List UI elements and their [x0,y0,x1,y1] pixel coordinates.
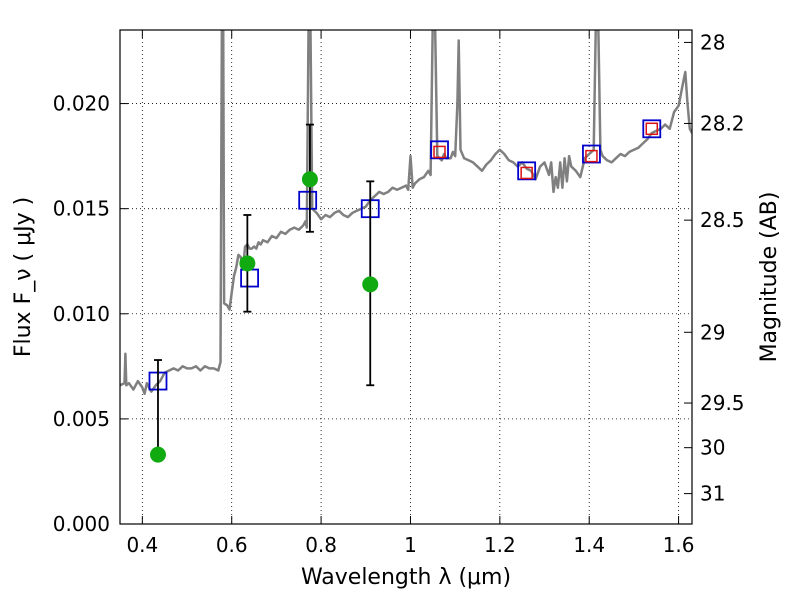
model-photometry-inner-box [520,166,533,180]
right-tick-label: 28.2 [700,111,745,135]
x-tick-label: 0.4 [126,533,158,557]
x-tick-label: 0.8 [305,533,337,557]
observed-point [362,276,379,293]
x-tick-label: 0.6 [216,533,248,557]
model-photometry-inner-box [433,145,446,159]
labels-layer: Wavelength λ (μm) Flux F_ν ( μJy ) Magni… [11,192,782,590]
right-tick-label: 31 [700,482,725,506]
x-tick-label: 1.4 [573,533,605,557]
model-photometry-inner-box [585,149,598,163]
y-tick-label: 0.015 [53,197,110,221]
y-tick-label: 0.000 [53,512,110,536]
right-tick-label: 29.5 [700,391,745,415]
model-photometry-box [298,190,318,210]
right-tick-label: 28 [700,30,725,54]
model-spectrum-line [120,30,692,395]
y-axis-label: Flux F_ν ( μJy ) [11,197,36,357]
y-tick-label: 0.005 [53,407,110,431]
axes-layer: 0.4 0.6 0.8 1 1.2 1.4 1.6 0.000 0.005 0.010 0.015 0… [53,29,745,557]
model-photometry-box [517,161,537,181]
x-tick-label: 1.2 [484,533,516,557]
right-axis-label: Magnitude (AB) [757,192,782,363]
observed-point [149,446,166,463]
y-tick-label: 0.020 [53,92,110,116]
grid-layer [120,30,692,525]
y-tick-label: 0.010 [53,302,110,326]
x-tick-label: 1 [404,533,417,557]
observed-point [239,255,256,272]
observed-point [301,171,318,188]
right-tick-label: 29 [700,320,725,344]
model-photometry-box [240,268,259,288]
model-photometry-box [642,119,662,139]
right-tick-label: 28.5 [700,208,745,232]
data-layer [120,30,692,463]
x-axis-label: Wavelength λ (μm) [301,565,511,590]
model-photometry-box [430,140,449,160]
model-photometry-box [582,144,601,164]
model-photometry-inner-box [645,122,659,136]
x-tick-label: 1.6 [663,533,695,557]
plot-frame [119,29,693,525]
right-tick-label: 30 [700,436,725,460]
